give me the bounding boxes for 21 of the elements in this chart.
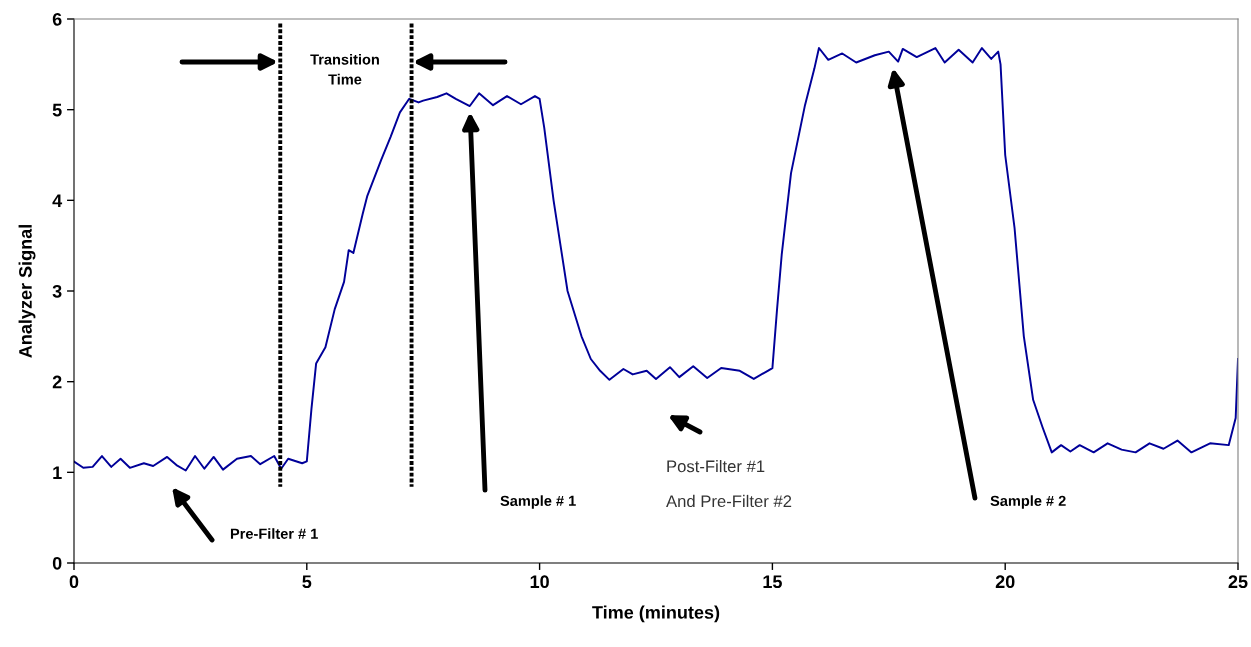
x-tick-label: 20: [995, 575, 1015, 589]
y-tick-label: 4: [52, 194, 63, 207]
annotation: Pre-Filter # 1: [230, 528, 318, 539]
annotation: Sample # 1: [500, 495, 576, 509]
text: Post-Filter #1 And Pre-Filter #2: [666, 460, 792, 508]
x-tick-label: 0: [69, 575, 79, 589]
line-series: [74, 47, 1238, 472]
x-tick-label: 5: [302, 575, 312, 589]
y-tick-label: 5: [52, 103, 62, 117]
x-tick-label: 25: [1228, 575, 1248, 589]
x-axis-title: Time (minutes): [592, 605, 720, 623]
annotation: Transition Time: [310, 53, 379, 85]
y-tick-label: 6: [52, 12, 62, 26]
y-tick-label: 3: [52, 284, 62, 298]
x-tick-label: 15: [763, 575, 782, 589]
y-tick-label: 2: [52, 375, 62, 389]
x-tick-label: 10: [530, 575, 549, 589]
y-tick-label: 1: [53, 466, 62, 479]
y-axis-title: Analyzer Signal: [18, 225, 36, 358]
annotation: Sample # 2: [990, 495, 1066, 509]
y-tick-label: 0: [52, 556, 62, 570]
